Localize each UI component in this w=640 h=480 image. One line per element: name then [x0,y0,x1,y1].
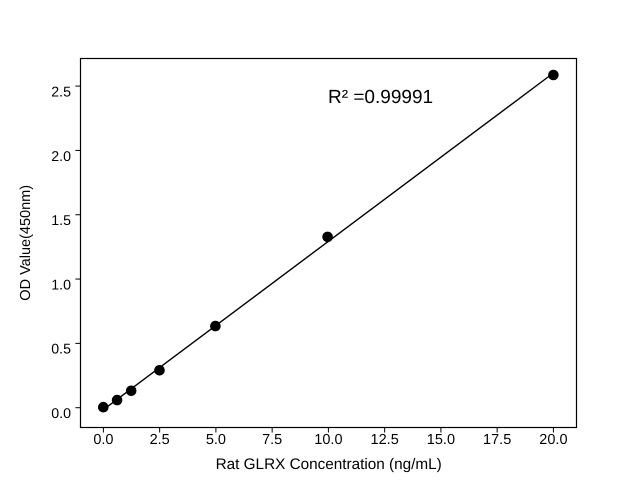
svg-text:2.5: 2.5 [150,432,170,448]
svg-text:OD Value(450nm): OD Value(450nm) [18,185,34,301]
svg-text:5.0: 5.0 [206,432,226,448]
svg-text:1.0: 1.0 [51,277,71,293]
svg-text:7.5: 7.5 [262,432,282,448]
svg-text:20.0: 20.0 [539,432,567,448]
svg-text:Rat GLRX Concentration (ng/mL): Rat GLRX Concentration (ng/mL) [216,456,442,473]
svg-text:12.5: 12.5 [371,432,399,448]
svg-text:17.5: 17.5 [483,432,511,448]
svg-text:0.0: 0.0 [93,432,113,448]
svg-text:10.0: 10.0 [314,432,342,448]
svg-text:1.5: 1.5 [51,213,71,229]
svg-text:R² =0.99991: R² =0.99991 [328,87,433,108]
svg-text:0.0: 0.0 [51,406,71,422]
svg-text:2.0: 2.0 [51,149,71,165]
svg-text:15.0: 15.0 [427,432,455,448]
svg-text:2.5: 2.5 [51,85,71,101]
svg-text:0.5: 0.5 [51,342,71,358]
